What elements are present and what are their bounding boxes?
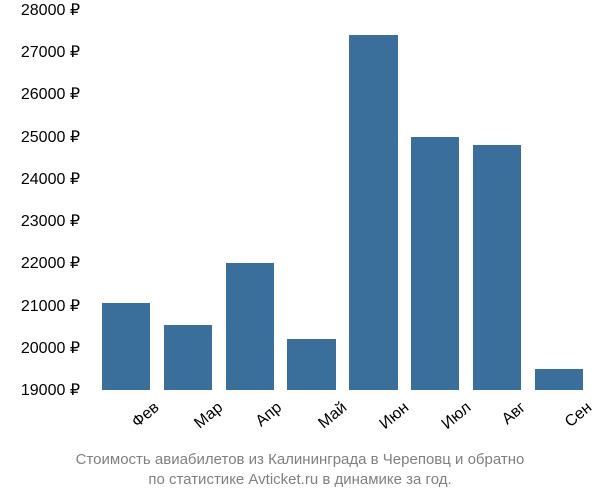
- bar: [411, 137, 459, 390]
- x-tick-label: Май: [315, 399, 351, 433]
- plot-area: [95, 10, 590, 390]
- y-tick-label: 20000 ₽: [21, 338, 80, 358]
- y-tick-label: 21000 ₽: [21, 296, 80, 316]
- caption-line-1: Стоимость авиабилетов из Калининграда в …: [76, 451, 525, 468]
- bar: [164, 325, 212, 390]
- bar: [473, 145, 521, 390]
- x-tick-label: Фев: [129, 399, 163, 432]
- bar: [102, 303, 150, 390]
- caption-line-2: по статистике Avticket.ru в динамике за …: [148, 471, 451, 488]
- x-tick-label: Мар: [191, 399, 227, 433]
- y-tick-label: 26000 ₽: [21, 84, 80, 104]
- bar: [535, 369, 583, 390]
- x-tick-label: Сен: [562, 399, 596, 432]
- y-tick-label: 28000 ₽: [21, 0, 80, 20]
- y-tick-label: 22000 ₽: [21, 253, 80, 273]
- price-chart: 19000 ₽ 20000 ₽ 21000 ₽ 22000 ₽ 23000 ₽ 24000…: [0, 0, 600, 440]
- x-tick-label: Июл: [439, 399, 475, 434]
- y-tick-label: 19000 ₽: [21, 380, 80, 400]
- x-tick-label: Авг: [499, 399, 530, 429]
- bar: [226, 263, 274, 390]
- y-tick-label: 27000 ₽: [21, 42, 80, 62]
- x-tick-label: Апр: [252, 399, 285, 431]
- y-tick-label: 23000 ₽: [21, 211, 80, 231]
- y-tick-label: 24000 ₽: [21, 169, 80, 189]
- x-tick-label: Июн: [377, 399, 413, 434]
- y-axis: 19000 ₽20000 ₽21000 ₽22000 ₽23000 ₽24000…: [0, 10, 90, 390]
- chart-caption: Стоимость авиабилетов из Калининграда в …: [0, 450, 600, 491]
- bar: [287, 339, 335, 390]
- bar: [349, 35, 397, 390]
- x-axis: ФевМарАпрМайИюнИюлАвгСен: [95, 395, 590, 440]
- y-tick-label: 25000 ₽: [21, 127, 80, 147]
